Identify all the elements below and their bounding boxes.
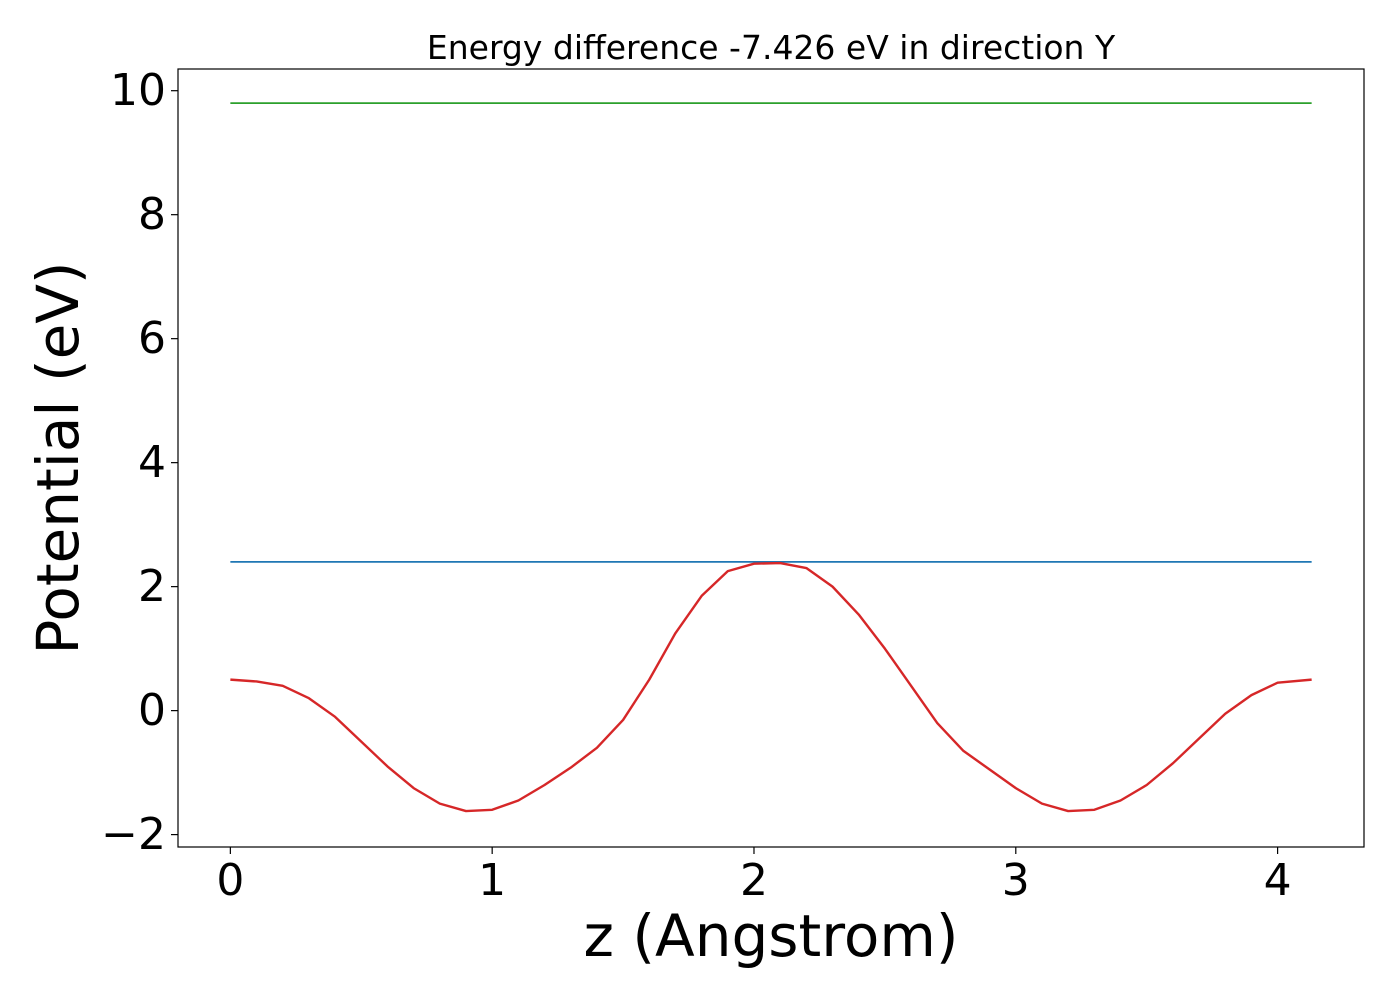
x-axis: 0 1 2 3 4 bbox=[216, 847, 1292, 906]
y-tick-label: 8 bbox=[138, 189, 166, 240]
chart-title: Energy difference -7.426 eV in direction… bbox=[427, 28, 1116, 67]
x-tick-label: 0 bbox=[216, 855, 244, 906]
y-axis-label: Potential (eV) bbox=[24, 261, 92, 654]
x-tick-label: 2 bbox=[740, 855, 768, 906]
series-layer bbox=[230, 102, 1312, 813]
series-line-3 bbox=[230, 561, 1312, 813]
y-tick-label: −2 bbox=[101, 809, 166, 860]
y-tick-label: 0 bbox=[138, 685, 166, 736]
y-tick-label: 6 bbox=[138, 313, 166, 364]
y-tick-label: 10 bbox=[110, 65, 166, 116]
plot-frame bbox=[177, 68, 1365, 848]
x-tick-label: 1 bbox=[478, 855, 506, 906]
y-axis: −2 0 2 4 6 8 10 bbox=[101, 65, 178, 860]
x-axis-label: z (Angstrom) bbox=[584, 902, 959, 970]
x-tick-label: 4 bbox=[1264, 855, 1292, 906]
y-tick-label: 4 bbox=[138, 437, 166, 488]
x-tick-label: 3 bbox=[1002, 855, 1030, 906]
y-tick-label: 2 bbox=[138, 561, 166, 612]
